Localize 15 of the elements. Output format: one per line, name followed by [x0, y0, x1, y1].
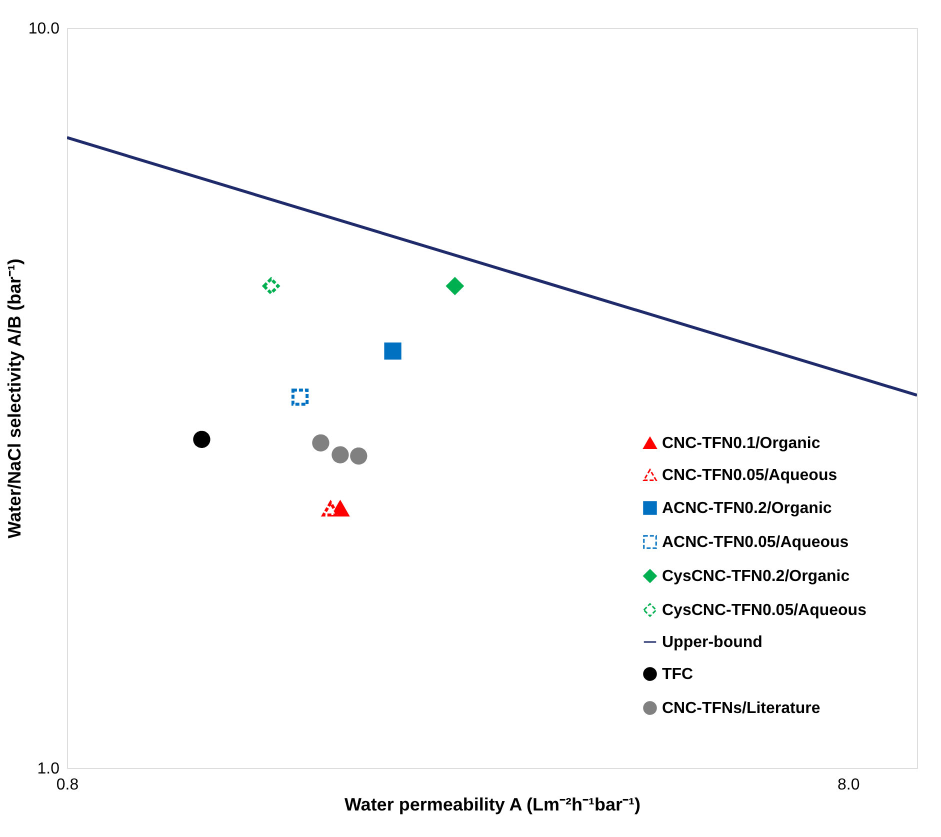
- x-tick-label: 8.0: [838, 776, 860, 794]
- legend-label: ACNC-TFN0.2/Organic: [662, 500, 832, 517]
- legend-label: CNC-TFN0.05/Aqueous: [662, 467, 838, 484]
- x-tick-label: 0.8: [56, 776, 79, 794]
- legend-label: CysCNC-TFN0.05/Aqueous: [662, 602, 867, 619]
- legend-label: TFC: [662, 666, 694, 683]
- legend-label: CNC-TFN0.1/Organic: [662, 435, 820, 452]
- y-tick-label: 10.0: [28, 20, 60, 38]
- y-tick-label: 1.0: [37, 760, 60, 778]
- legend-label: ACNC-TFN0.05/Aqueous: [662, 534, 849, 551]
- legend-label: CysCNC-TFN0.2/Organic: [662, 568, 850, 585]
- y-axis-title: Water/NaCl selectivity A/B (bar⁻¹): [4, 258, 24, 538]
- x-axis-title: Water permeability A (Lm⁻²h⁻¹bar⁻¹): [344, 794, 641, 814]
- legend-label: Upper-bound: [662, 634, 762, 651]
- legend-label: CNC-TFNs/Literature: [662, 700, 820, 717]
